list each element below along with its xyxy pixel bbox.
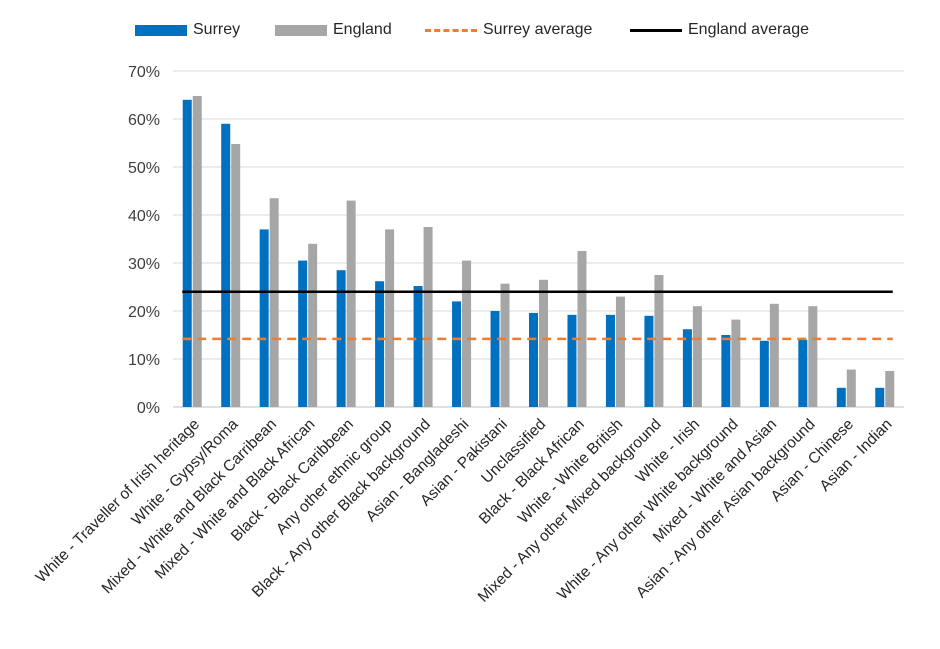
bar-england xyxy=(308,243,318,407)
bar-surrey xyxy=(682,329,692,407)
bar-england xyxy=(577,251,587,407)
bar-england xyxy=(885,371,895,407)
bar-england xyxy=(500,283,510,407)
legend-label-england: England xyxy=(333,21,392,38)
y-tick-label: 60% xyxy=(128,112,160,129)
bar-england xyxy=(423,227,433,407)
bars xyxy=(182,95,895,408)
y-tick-label: 10% xyxy=(128,352,160,369)
y-tick-label: 30% xyxy=(128,256,160,273)
y-tick-label: 0% xyxy=(137,400,160,417)
x-tick-label: Black - Any other Black background xyxy=(249,416,434,601)
legend-item-surrey: Surrey xyxy=(135,18,240,42)
x-tick-label: Mixed - White and Black Carribean xyxy=(99,416,280,597)
y-tick-label: 70% xyxy=(128,64,160,81)
gridlines xyxy=(173,70,904,408)
legend-item-england-average: England average xyxy=(630,18,809,42)
bar-surrey xyxy=(490,311,500,407)
bar-surrey xyxy=(529,312,538,407)
bar-surrey xyxy=(875,387,885,407)
chart-legend: Surrey England Surrey average England av… xyxy=(0,18,940,42)
bar-surrey xyxy=(259,229,269,407)
bar-surrey xyxy=(798,339,808,407)
bar-england xyxy=(769,303,779,407)
y-tick-label: 20% xyxy=(128,304,160,321)
legend-item-england: England xyxy=(275,18,392,42)
bar-england xyxy=(846,369,856,407)
legend-label-england-average: England average xyxy=(688,21,809,38)
bar-england xyxy=(692,306,702,407)
legend-label-surrey-average: Surrey average xyxy=(483,21,593,38)
legend-swatch-england-average xyxy=(630,28,682,32)
legend-swatch-surrey-average xyxy=(425,28,477,32)
bar-england xyxy=(385,229,395,407)
bar-england xyxy=(615,296,625,407)
legend-swatch-surrey xyxy=(135,24,187,36)
bar-surrey xyxy=(182,99,192,408)
bar-england xyxy=(654,275,664,407)
x-axis-tick-labels: White - Traveller of Irish heritageWhite… xyxy=(33,416,896,606)
average-lines xyxy=(182,290,893,341)
bar-england xyxy=(462,260,472,407)
y-axis-tick-labels: 0% 10% 20% 30% 40% 50% 60% 70% xyxy=(128,64,160,417)
bar-england xyxy=(269,198,279,407)
bar-surrey xyxy=(221,123,231,408)
legend-swatch-england xyxy=(275,24,327,36)
legend-item-surrey-average: Surrey average xyxy=(425,18,592,42)
bar-england xyxy=(731,319,741,407)
bar-surrey xyxy=(452,301,462,407)
bar-surrey xyxy=(375,281,385,407)
bar-surrey xyxy=(721,335,731,407)
bar-england xyxy=(539,279,548,407)
bar-surrey xyxy=(413,286,423,407)
bar-england xyxy=(808,306,818,407)
y-tick-label: 50% xyxy=(128,160,160,177)
y-tick-label: 40% xyxy=(128,208,160,225)
bar-england xyxy=(346,200,356,407)
bar-surrey xyxy=(605,314,615,407)
bar-surrey xyxy=(567,314,577,407)
bar-surrey xyxy=(836,387,846,407)
bar-england xyxy=(192,95,202,408)
bar-england xyxy=(231,143,241,407)
legend-label-surrey: Surrey xyxy=(193,21,241,38)
bar-surrey xyxy=(759,340,769,407)
bar-surrey xyxy=(298,260,308,407)
bar-surrey xyxy=(644,315,654,407)
